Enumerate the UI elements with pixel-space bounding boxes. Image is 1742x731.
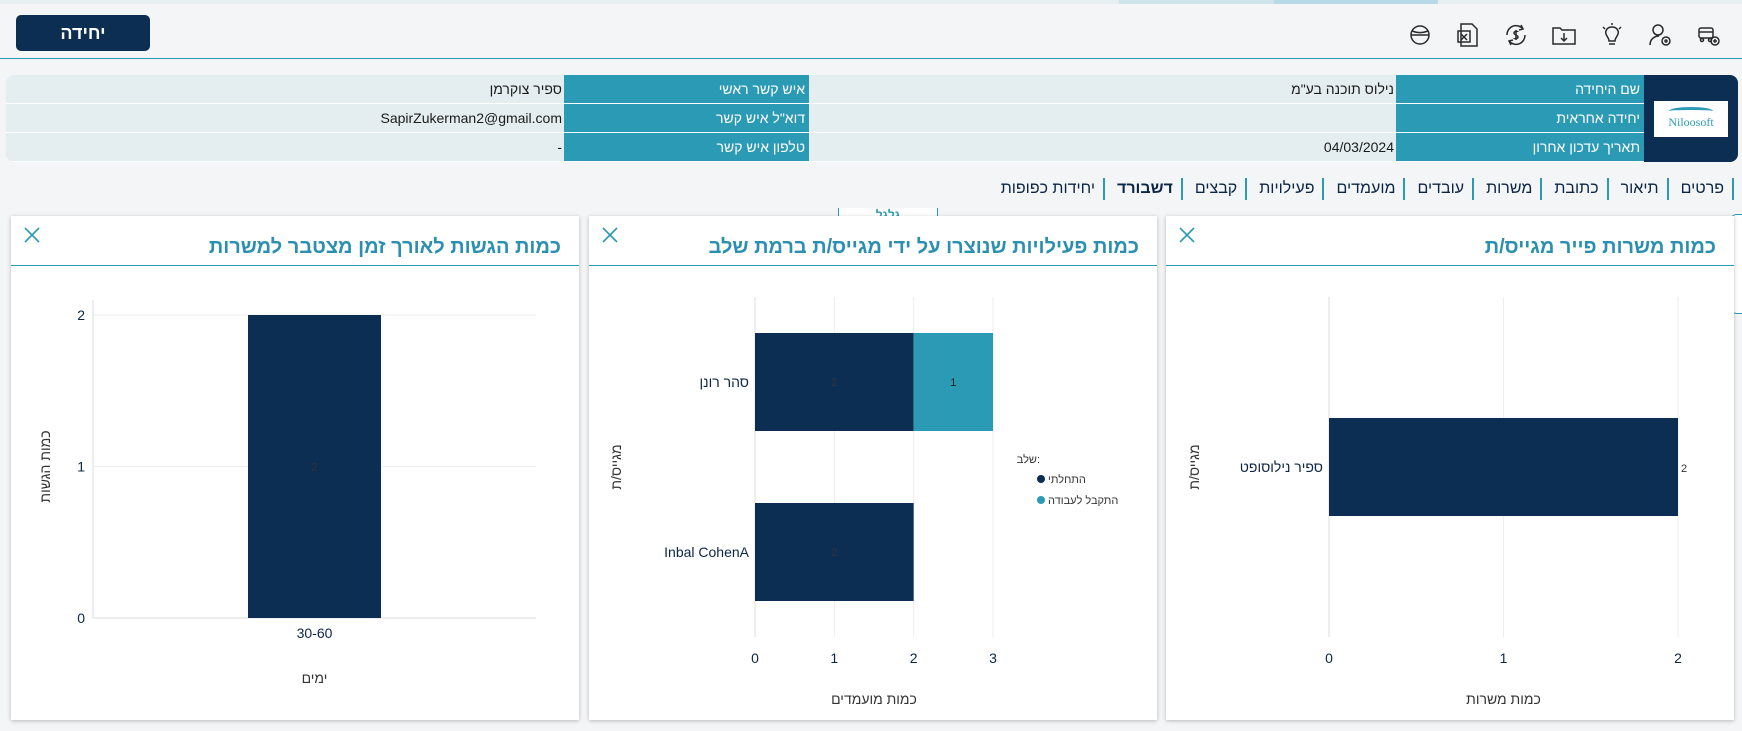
x-axis-label: כמות מועמדים [831,691,917,707]
info-value: נילוס תוכנה בע"מ [1291,81,1394,97]
info-value [809,104,1396,132]
data-label: 1 [950,377,956,389]
y-tick-label: 1 [77,459,85,475]
tab-jobs[interactable]: משרות [1476,178,1543,200]
lightbulb-icon[interactable] [1596,20,1628,50]
tab-candidates[interactable]: מועמדים [1326,178,1406,200]
tab-description[interactable]: תיאור [1611,178,1669,200]
bar [248,315,381,618]
y-axis-label: מגייס/ת [1186,444,1202,489]
info-row: תאריך עדכון אחרון 04/03/2024 טלפון איש ק… [6,133,1644,162]
bar-segment [913,333,993,431]
chart-activities-by-stage: 0 1 2 3 2 1 סהר רונן 2 Inbal CohenA כמות מועמדים מ… [608,297,1118,707]
tab-subunits[interactable]: יחידות כפופות [991,178,1106,200]
close-icon[interactable] [23,226,41,244]
data-label: 2 [311,462,317,474]
add-car-icon[interactable] [1692,20,1724,50]
company-logo: Niloosoft [1644,75,1738,162]
info-value: - [557,139,562,155]
chart-submissions-over-time: 0 1 2 2 30-60 ימים כמות הגשות [37,300,536,686]
x-tick-label: 30-60 [297,625,333,641]
info-value: ספיר צוקרמן [489,81,562,97]
x-tick-label: 2 [910,650,918,666]
tab-bar: פרטים תיאור כתובת משרות עובדים מועמדים פ… [989,176,1734,202]
contact-email-link[interactable]: SapirZukerman2@gmail.com [380,110,563,126]
y-tick-label: 0 [77,610,85,626]
info-label: תאריך עדכון אחרון [1396,133,1644,161]
tab-dashboard[interactable]: דשבורד [1107,178,1183,200]
y-axis-label: מגייס/ת [608,444,624,489]
tab-details[interactable]: פרטים [1671,178,1734,200]
data-label: 2 [831,547,837,559]
close-icon[interactable] [601,226,619,244]
chart-card-activities-by-stage: כמות פעילויות שנוצרו על ידי מגייס/ת ברמת… [589,216,1157,720]
y-tick-label: סהר רונן [700,374,750,390]
chart-card-submissions-over-time: כמות הגשות לאורך זמן מצטבר למשרות 0 1 2 2 30… [11,216,579,720]
globe-icon[interactable] [1404,20,1436,50]
x-tick-label: 1 [1500,650,1508,666]
x-tick-label: 1 [830,650,838,666]
x-tick-label: 0 [751,650,759,666]
chart-title: כמות משרות פייר מגייס/ת [1484,236,1716,258]
bar-segment [755,503,914,601]
top-strip [0,0,1742,4]
folder-download-icon[interactable] [1548,20,1580,50]
legend-title: שלב: [1017,453,1040,466]
bar [1329,418,1678,516]
info-row: יחידה אחראית דוא"ל איש קשר SapirZukerman… [6,104,1644,133]
tab-address[interactable]: כתובת [1544,178,1609,200]
close-icon[interactable] [1178,226,1196,244]
info-label: איש קשר ראשי [564,75,809,103]
tab-activities[interactable]: פעילויות [1249,178,1325,200]
chart-card-jobs-per-recruiter: כמות משרות פייר מגייס/ת 0 1 2 ספיר נילוסופט… [1166,216,1734,720]
info-label: שם היחידה [1396,75,1644,103]
info-label: דוא"ל איש קשר [564,104,809,132]
tab-files[interactable]: קבצים [1185,178,1248,200]
y-tick-label: 2 [77,307,85,323]
data-label: 2 [1681,463,1687,475]
card-header [589,216,1157,266]
x-tick-label: 0 [1325,650,1333,666]
data-label: 2 [831,377,837,389]
legend-label: התחלתי [1048,473,1086,486]
y-axis-label: כמות הגשות [37,430,53,502]
legend-label: התקבל לעבודה [1048,494,1118,507]
unit-info-panel: Niloosoft שם היחידה נילוס תוכנה בע"מ איש… [6,75,1738,162]
y-tick-label: ספיר נילוסופט [1240,459,1323,475]
legend-marker [1037,496,1045,504]
info-label: יחידה אחראית [1396,104,1644,132]
x-tick-label: 3 [989,650,997,666]
tab-employees[interactable]: עובדים [1407,178,1475,200]
x-axis-label: ימים [302,670,328,686]
chart-jobs-per-recruiter: 0 1 2 ספיר נילוסופט 2 כמות משרות מגייס/ת [1186,297,1687,707]
bar-segment [755,333,914,431]
y-tick-label: Inbal CohenA [664,544,750,560]
toolbar: יחידה [0,12,1742,58]
chart-title: כמות פעילויות שנוצרו על ידי מגייס/ת ברמת… [708,236,1139,258]
info-value: 04/03/2024 [1323,139,1394,155]
info-row: שם היחידה נילוס תוכנה בע"מ איש קשר ראשי … [6,75,1644,104]
x-axis-label: כמות משרות [1466,691,1541,707]
excel-icon[interactable] [1452,20,1484,50]
info-label: טלפון איש קשר [564,133,809,161]
unit-button[interactable]: יחידה [16,15,150,51]
toolbar-icons [1404,20,1724,50]
chart-title: כמות הגשות לאורך זמן מצטבר למשרות [208,236,561,258]
toolbar-divider [0,58,1742,59]
dollar-refresh-icon[interactable] [1500,20,1532,50]
card-header [11,216,579,266]
user-settings-icon[interactable] [1644,20,1676,50]
card-header [1166,216,1734,266]
legend-marker [1037,475,1045,483]
x-tick-label: 2 [1674,650,1682,666]
